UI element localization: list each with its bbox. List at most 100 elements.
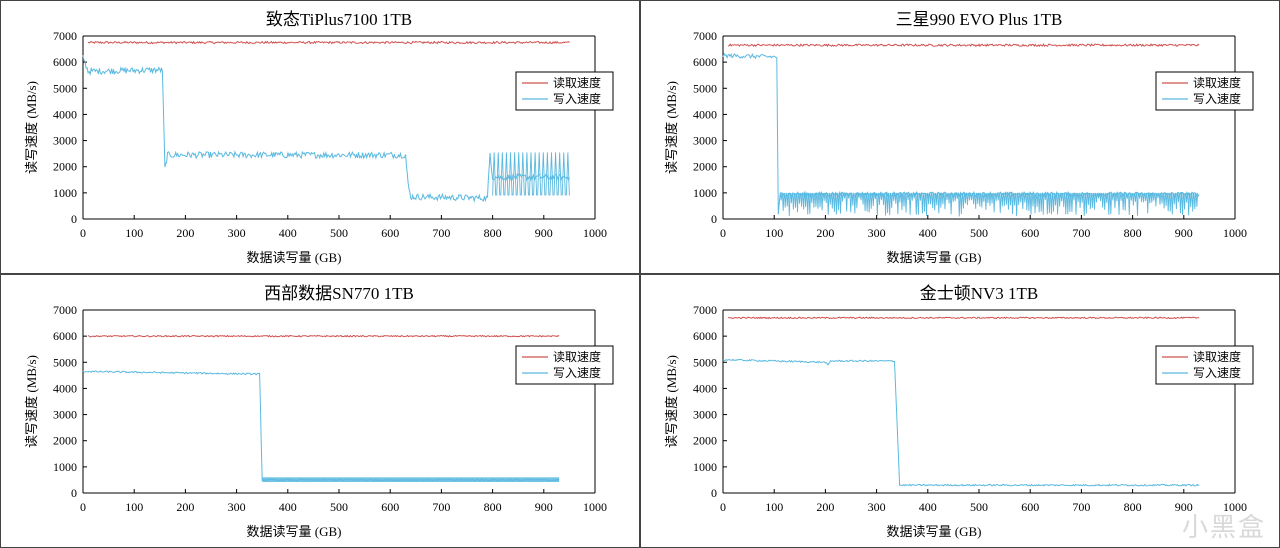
y-tick-label: 5000 <box>53 81 77 95</box>
chart-title: 致态TiPlus7100 1TB <box>266 10 412 29</box>
legend-box <box>515 345 614 385</box>
x-tick-label: 900 <box>535 226 553 240</box>
series-line-write <box>722 52 1200 215</box>
chart-2: 三星990 EVO Plus 1TB0100020003000400050006… <box>664 10 1254 265</box>
x-tick-label: 400 <box>279 226 297 240</box>
x-tick-label: 500 <box>330 226 348 240</box>
series-line-read <box>87 334 560 338</box>
x-tick-label: 200 <box>176 226 194 240</box>
x-tick-label: 1000 <box>583 500 607 514</box>
y-tick-label: 7000 <box>53 303 77 317</box>
y-tick-label: 6000 <box>693 55 717 69</box>
x-tick-label: 800 <box>1124 226 1142 240</box>
x-tick-label: 100 <box>765 500 783 514</box>
series-line-write-spikes <box>492 152 570 196</box>
x-tick-label: 400 <box>279 500 297 514</box>
x-tick-label: 600 <box>1021 500 1039 514</box>
legend-box <box>515 71 614 111</box>
legend-label: 读取速度 <box>553 349 601 364</box>
x-tick-label: 300 <box>228 500 246 514</box>
x-tick-label: 100 <box>125 500 143 514</box>
chart-4: 金士顿NV3 1TB 0 1000 2000 3000 4000 5000 6000 7000 0… <box>664 284 1254 539</box>
x-tick-label: 200 <box>816 226 834 240</box>
x-tick-label: 0 <box>720 500 726 514</box>
x-axis-label: 数据读写量 (GB) <box>247 250 342 265</box>
x-tick-label: 500 <box>970 500 988 514</box>
x-tick-label: 900 <box>1175 500 1193 514</box>
legend-label: 读取速度 <box>1193 349 1241 364</box>
y-tick-label: 1000 <box>693 186 717 200</box>
y-tick-label: 0 <box>71 212 77 226</box>
chart-title: 西部数据SN770 1TB <box>264 284 414 303</box>
x-axis-label: 数据读写量 (GB) <box>887 524 982 539</box>
x-tick-label: 500 <box>330 500 348 514</box>
legend-label: 写入速度 <box>553 91 601 106</box>
y-axis-label: 读写速度 (MB/s) <box>664 81 679 174</box>
y-tick-label: 7000 <box>693 303 717 317</box>
series-band-write <box>262 477 560 483</box>
y-tick-label: 0 <box>71 486 77 500</box>
x-tick-label: 0 <box>80 500 86 514</box>
x-tick-label: 500 <box>970 226 988 240</box>
y-tick-label: 2000 <box>693 434 717 448</box>
y-tick-label: 5000 <box>53 355 77 369</box>
x-tick-label: 1000 <box>1223 226 1247 240</box>
x-tick-label: 1000 <box>1223 500 1247 514</box>
x-tick-label: 900 <box>535 500 553 514</box>
x-tick-label: 900 <box>1175 226 1193 240</box>
y-tick-label: 1000 <box>53 460 77 474</box>
chart-1: 致态TiPlus7100 1TB 0 1000 2000 3000 4000 5000 600… <box>24 10 614 265</box>
y-tick-label: 3000 <box>693 408 717 422</box>
x-tick-label: 300 <box>868 226 886 240</box>
y-axis-label: 读写速度 (MB/s) <box>24 81 39 174</box>
x-tick-label: 800 <box>1124 500 1142 514</box>
y-axis-label: 读写速度 (MB/s) <box>24 355 39 448</box>
x-tick-label: 100 <box>125 226 143 240</box>
y-tick-label: 3000 <box>693 134 717 148</box>
y-tick-label: 1000 <box>693 460 717 474</box>
legend-label: 读取速度 <box>1193 75 1241 90</box>
x-tick-label: 600 <box>381 500 399 514</box>
x-axis-label: 数据读写量 (GB) <box>887 250 982 265</box>
y-tick-label: 4000 <box>53 107 77 121</box>
y-tick-label: 0 <box>711 212 717 226</box>
x-tick-label: 700 <box>432 500 450 514</box>
y-tick-label: 1000 <box>53 186 77 200</box>
x-tick-label: 600 <box>1021 226 1039 240</box>
x-tick-label: 600 <box>381 226 399 240</box>
x-tick-label: 700 <box>1072 500 1090 514</box>
y-tick-label: 6000 <box>53 55 77 69</box>
y-tick-label: 6000 <box>693 329 717 343</box>
x-tick-label: 700 <box>432 226 450 240</box>
series-line-write <box>82 55 570 203</box>
legend-label: 读取速度 <box>553 75 601 90</box>
legend-box <box>1155 345 1254 385</box>
y-tick-label: 2000 <box>53 160 77 174</box>
series-line-read <box>727 316 1200 320</box>
series-line-read <box>87 40 570 45</box>
series-line-read <box>727 43 1200 48</box>
y-axis-label: 读写速度 (MB/s) <box>664 355 679 448</box>
y-tick-label: 2000 <box>693 160 717 174</box>
y-tick-label: 5000 <box>693 355 717 369</box>
series-line-write <box>82 370 560 482</box>
y-tick-label: 5000 <box>693 81 717 95</box>
chart-title: 金士顿NV3 1TB <box>920 284 1039 303</box>
legend-box <box>1155 71 1254 111</box>
x-tick-label: 300 <box>868 500 886 514</box>
x-tick-label: 800 <box>484 500 502 514</box>
y-tick-label: 7000 <box>53 29 77 43</box>
x-tick-label: 300 <box>228 226 246 240</box>
y-tick-label: 3000 <box>53 134 77 148</box>
y-tick-label: 3000 <box>53 408 77 422</box>
x-axis-label: 数据读写量 (GB) <box>247 524 342 539</box>
y-tick-label: 4000 <box>693 381 717 395</box>
chart-title: 三星990 EVO Plus 1TB <box>896 10 1063 29</box>
watermark-text: 小黑盒 <box>1181 513 1266 543</box>
x-tick-label: 100 <box>765 226 783 240</box>
x-tick-label: 0 <box>720 226 726 240</box>
x-tick-label: 400 <box>919 500 937 514</box>
legend-label: 写入速度 <box>1193 365 1241 380</box>
